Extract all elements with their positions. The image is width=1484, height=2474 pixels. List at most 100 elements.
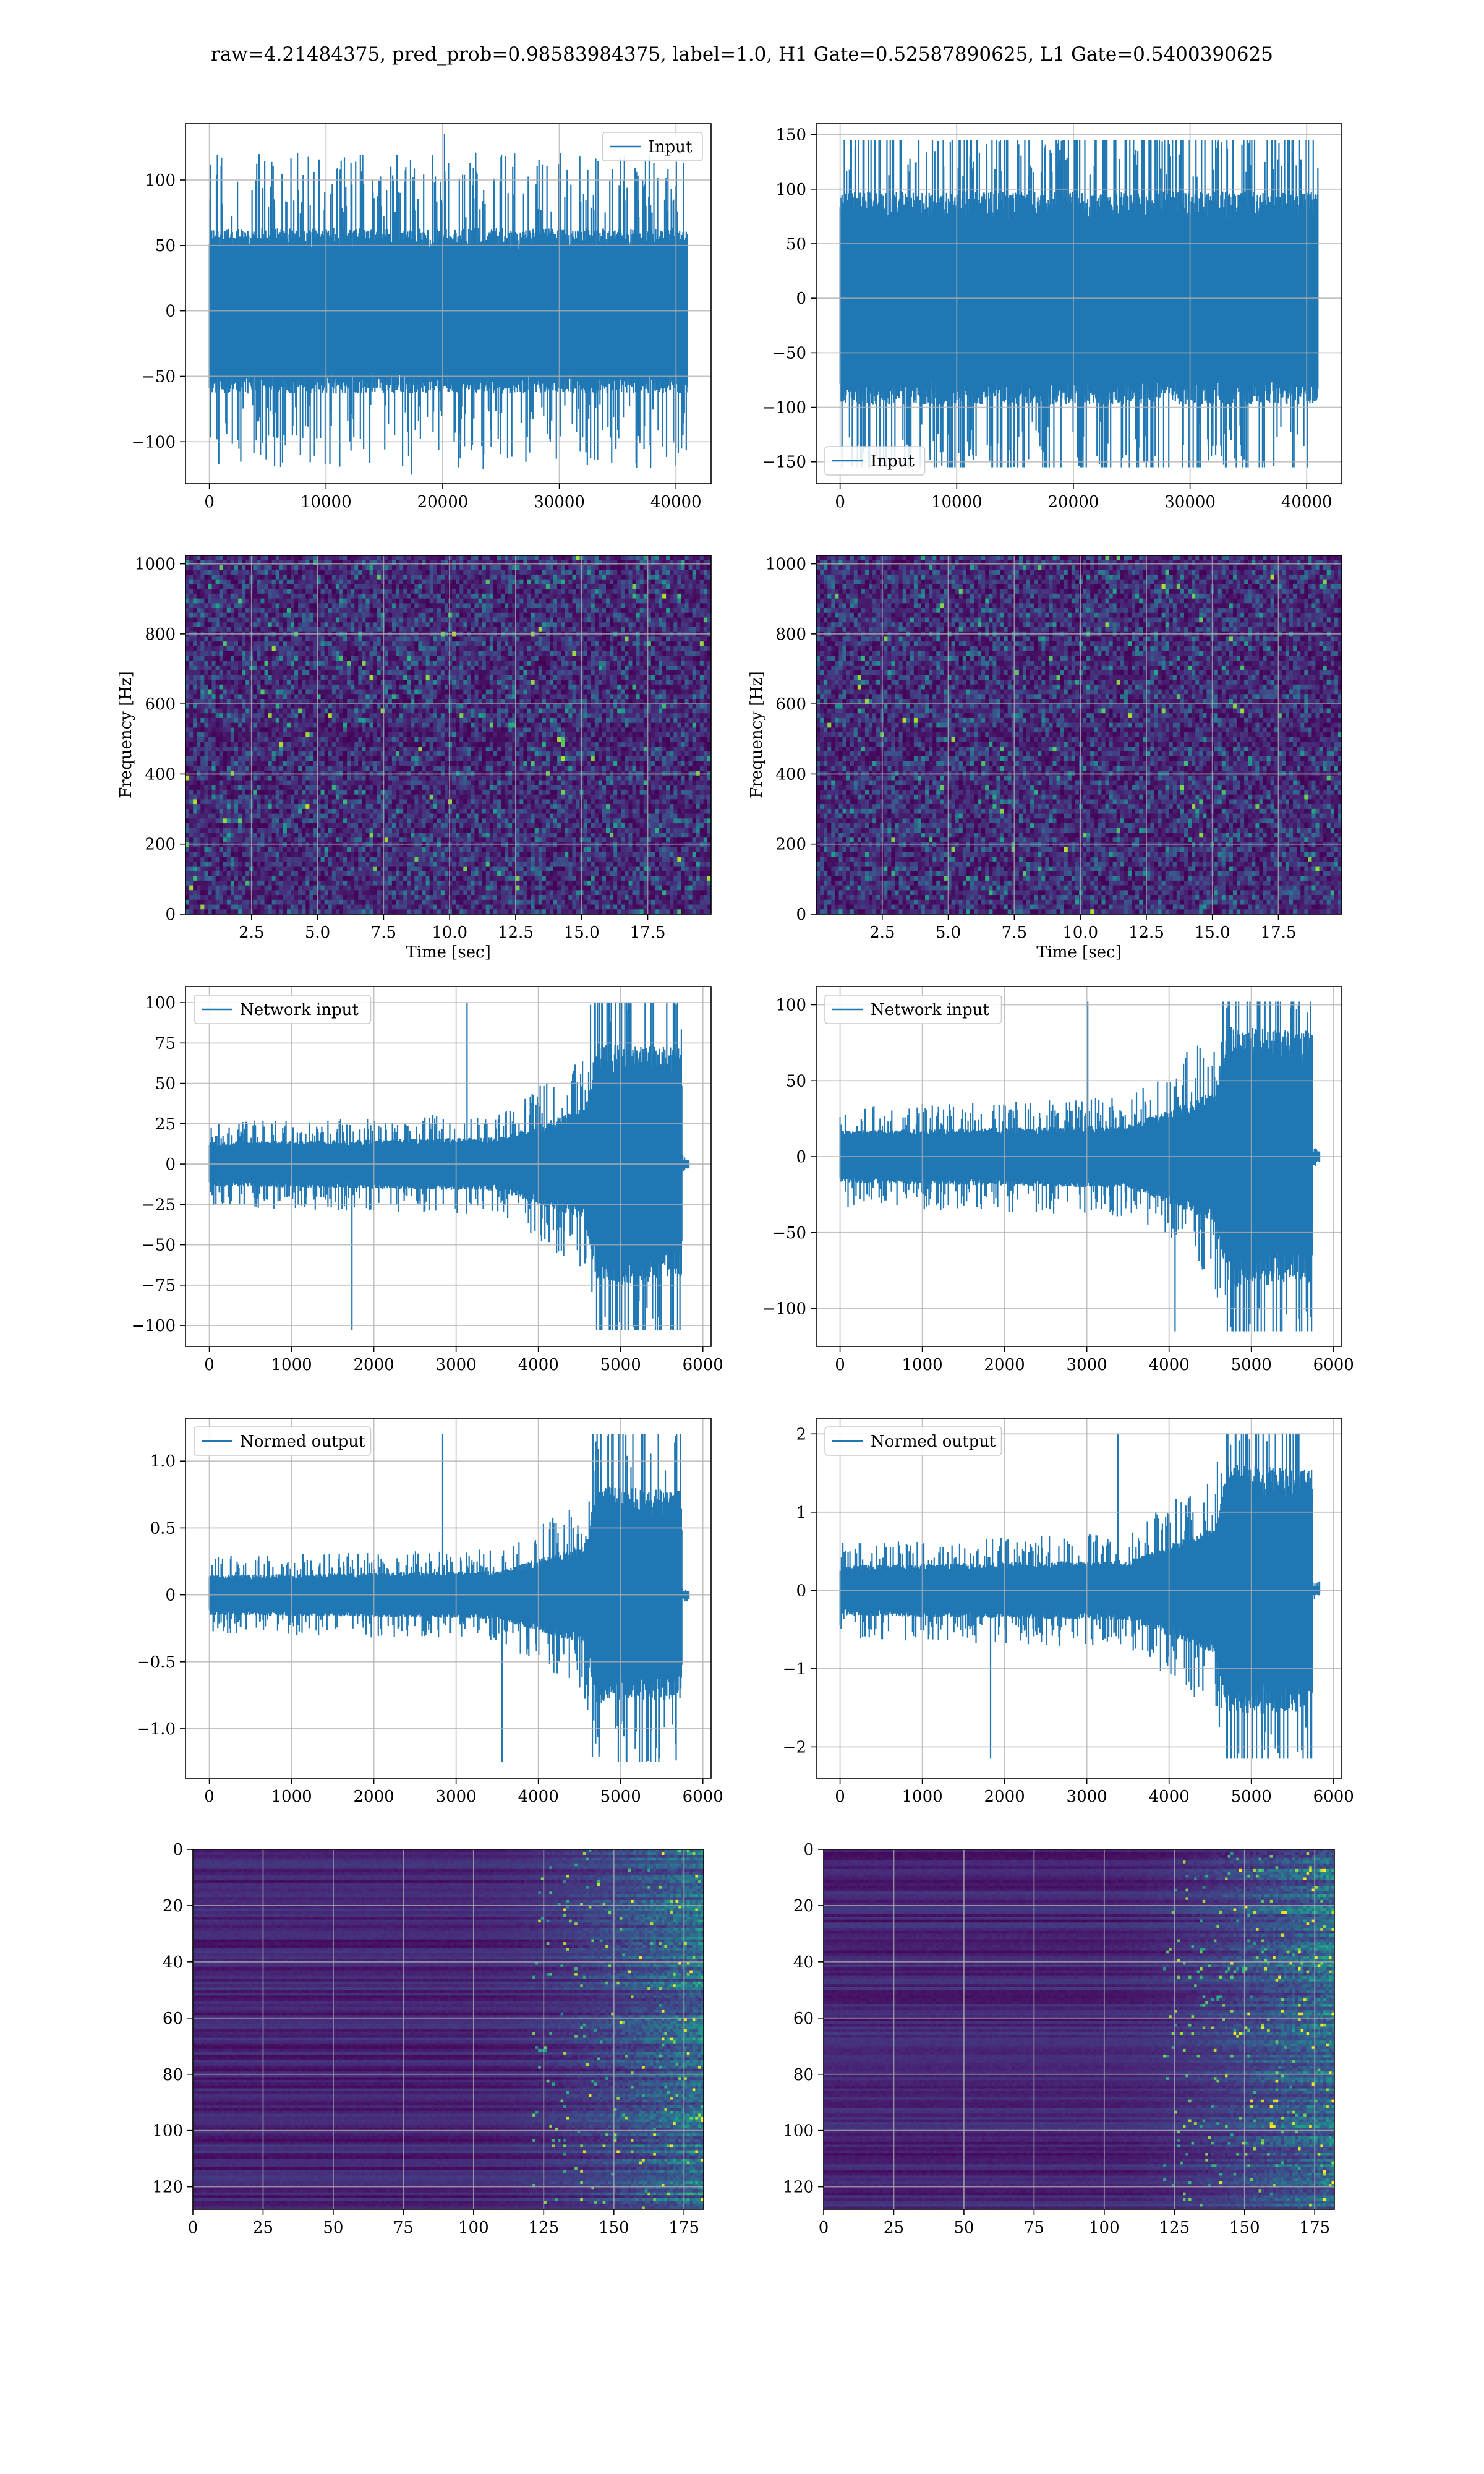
y-tick-label: 50 <box>155 237 176 255</box>
x-tick-label: 3000 <box>436 1787 477 1806</box>
x-tick-label: 0 <box>204 1356 215 1374</box>
y-tick-label: −25 <box>142 1196 176 1214</box>
y-tick-label: −100 <box>132 1317 176 1335</box>
x-tick-label: 10000 <box>301 493 352 511</box>
y-tick-label: −50 <box>142 367 176 386</box>
l1-spectrogram-image <box>816 555 1342 915</box>
y-tick-label: −1 <box>783 1660 806 1679</box>
y-tick-label: −50 <box>772 344 806 362</box>
h1-spectrogram-plot-area <box>186 555 712 915</box>
l1-input-legend-label: Input <box>871 452 915 471</box>
y-tick-label: 2 <box>796 1425 806 1444</box>
x-tick-label: 100 <box>458 2219 489 2237</box>
x-tick-label: 6000 <box>1313 1787 1354 1806</box>
x-tick-label: 3000 <box>436 1356 477 1374</box>
y-tick-label: −100 <box>132 433 176 452</box>
y-tick-label: 100 <box>775 181 806 199</box>
h1-spectrogram-x-label: Time [sec] <box>406 943 491 962</box>
y-tick-label: 50 <box>786 1072 806 1090</box>
x-tick-label: 100 <box>1089 2219 1120 2237</box>
y-tick-label: 0 <box>165 1155 176 1174</box>
x-tick-label: 5000 <box>1231 1356 1272 1374</box>
h1-spectrogram-y-label: Frequency [Hz] <box>117 671 135 798</box>
x-tick-label: 7.5 <box>371 923 396 942</box>
y-tick-label: 25 <box>155 1115 176 1134</box>
y-tick-label: 0 <box>803 1841 814 1859</box>
x-tick-label: 2000 <box>354 1787 394 1806</box>
x-tick-label: 2000 <box>984 1787 1025 1806</box>
y-tick-label: 0 <box>796 1582 806 1600</box>
x-tick-label: 10.0 <box>1062 923 1098 942</box>
x-tick-label: 175 <box>668 2219 699 2237</box>
h1-network-input-legend-label: Network input <box>240 1001 359 1019</box>
x-tick-label: 12.5 <box>498 923 534 942</box>
h1-input-legend: Input <box>603 132 703 161</box>
y-tick-label: 50 <box>155 1075 176 1094</box>
x-tick-label: 17.5 <box>630 923 666 942</box>
x-tick-label: 2.5 <box>869 923 895 942</box>
x-tick-label: 10.0 <box>432 923 467 942</box>
x-tick-label: 125 <box>528 2219 559 2237</box>
y-tick-label: 0 <box>165 302 176 321</box>
y-tick-label: 400 <box>145 765 176 784</box>
x-tick-label: 4000 <box>518 1356 559 1374</box>
y-tick-label: 20 <box>793 1897 814 1915</box>
x-tick-label: 125 <box>1159 2219 1190 2237</box>
l1-normed-output-legend-label: Normed output <box>871 1432 996 1451</box>
x-tick-label: 15.0 <box>564 923 600 942</box>
x-tick-label: 0 <box>188 2219 198 2237</box>
x-tick-label: 30000 <box>534 493 585 511</box>
y-tick-label: 100 <box>152 2122 183 2141</box>
y-tick-label: 0 <box>173 1841 183 1859</box>
x-tick-label: 75 <box>1024 2219 1044 2237</box>
l1-network-input-legend-label: Network input <box>871 1001 989 1019</box>
y-tick-label: −75 <box>142 1277 176 1295</box>
h1-spectrogram-panel: 2.5 5.0 7.5 10.0 12.5 15.0 17.5020040060080010… <box>117 555 712 962</box>
y-tick-label: 150 <box>775 126 806 145</box>
x-tick-label: 50 <box>953 2219 974 2237</box>
y-tick-label: 1000 <box>765 555 806 574</box>
y-tick-label: 120 <box>783 2178 814 2197</box>
x-tick-label: 175 <box>1299 2219 1330 2237</box>
x-tick-label: 1000 <box>271 1787 312 1806</box>
x-tick-label: 10000 <box>931 493 983 511</box>
y-tick-label: −2 <box>783 1738 806 1757</box>
x-tick-label: 40000 <box>650 493 702 511</box>
x-tick-label: 15.0 <box>1195 923 1230 942</box>
l1-network-input-legend: Network input <box>825 995 1002 1024</box>
l1-feature-map-image <box>824 1849 1335 2210</box>
x-tick-label: 25 <box>253 2219 273 2237</box>
y-tick-label: 0 <box>165 1586 176 1605</box>
y-tick-label: −1.0 <box>137 1720 176 1739</box>
x-tick-label: 3000 <box>1067 1356 1107 1374</box>
x-tick-label: 6000 <box>683 1787 723 1806</box>
y-tick-label: 80 <box>163 2066 183 2084</box>
y-tick-label: −150 <box>762 453 806 472</box>
x-tick-label: 5.0 <box>936 923 961 942</box>
y-tick-label: 100 <box>783 2122 814 2141</box>
y-tick-label: 100 <box>145 171 176 190</box>
l1-input-legend: Input <box>825 447 925 475</box>
y-tick-label: 0 <box>796 289 806 308</box>
y-tick-label: 1 <box>796 1504 806 1522</box>
x-tick-label: 75 <box>393 2219 414 2237</box>
h1-normed-output-legend: Normed output <box>194 1427 371 1455</box>
x-tick-label: 5.0 <box>305 923 330 942</box>
y-tick-label: 0.5 <box>150 1519 176 1538</box>
y-tick-label: 0 <box>796 905 806 924</box>
x-tick-label: 50 <box>323 2219 343 2237</box>
y-tick-label: 120 <box>152 2178 183 2197</box>
x-tick-label: 4000 <box>1149 1356 1190 1374</box>
l1-feature-map-plot-area <box>824 1849 1335 2210</box>
y-tick-label: −100 <box>762 1300 806 1319</box>
x-tick-label: 5000 <box>600 1787 641 1806</box>
x-tick-label: 25 <box>884 2219 904 2237</box>
l1-spectrogram-panel: 2.5 5.0 7.5 10.0 12.5 15.0 17.5020040060080010… <box>748 555 1342 962</box>
x-tick-label: 0 <box>819 2219 829 2237</box>
y-tick-label: −50 <box>772 1224 806 1243</box>
x-tick-label: 1000 <box>902 1356 943 1374</box>
x-tick-label: 7.5 <box>1002 923 1027 942</box>
l1-spectrogram-plot-area <box>816 555 1342 915</box>
